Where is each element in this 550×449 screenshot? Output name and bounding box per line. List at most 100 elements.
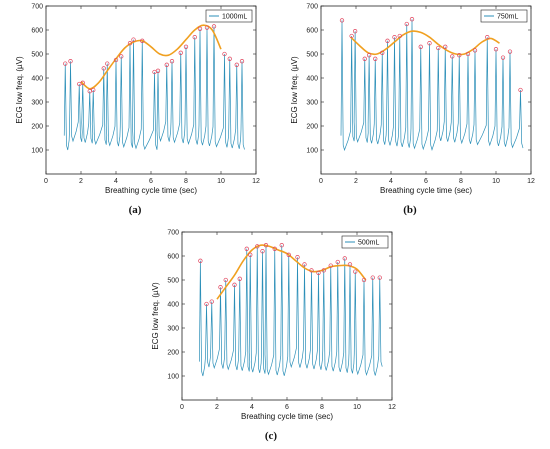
- x-tick-label: 4: [250, 404, 254, 411]
- x-tick-label: 12: [527, 178, 535, 185]
- x-tick-label: 8: [320, 404, 324, 411]
- peak-marker: [427, 41, 432, 46]
- fit-curve: [80, 24, 222, 90]
- y-tick-label: 200: [306, 124, 318, 131]
- chart-panel-c: 0 2 4 6 8 10 12 100 200 300 400 500 600 700 Breathing …: [146, 226, 396, 436]
- x-tick-label: 10: [353, 404, 361, 411]
- ecg-trace: [340, 19, 524, 152]
- peak-marker: [178, 50, 183, 55]
- peak-marker: [321, 268, 326, 273]
- y-tick-label: 100: [167, 374, 179, 381]
- x-tick-label: 2: [215, 404, 219, 411]
- peak-marker: [105, 61, 110, 66]
- peak-marker: [443, 44, 448, 49]
- chart-svg-b: 0 2 4 6 8 10 12 100 200 300 400 500 600 700 Breathing …: [290, 4, 535, 196]
- peak-marker: [349, 33, 354, 39]
- legend-box: [341, 235, 389, 249]
- peak-marker: [385, 38, 390, 43]
- peak-marker: [127, 41, 133, 46]
- legend-label: 750mL: [497, 14, 519, 21]
- peak-marker: [272, 246, 277, 251]
- peak-marker: [377, 275, 382, 280]
- x-tick-label: 10: [492, 178, 500, 185]
- peak-marker: [335, 259, 340, 265]
- fit-curve: [350, 30, 500, 56]
- peak-marker: [101, 66, 106, 71]
- peak-marker: [500, 55, 506, 60]
- y-tick-label: 300: [167, 326, 179, 333]
- y-tick-label: 700: [306, 4, 318, 11]
- peak-marker: [192, 35, 197, 40]
- peak-marker: [68, 59, 73, 64]
- peak-marker: [91, 87, 96, 93]
- peak-marker: [197, 26, 203, 31]
- peak-marker: [366, 53, 372, 58]
- peak-marker: [279, 243, 284, 248]
- plot-frame: [45, 5, 257, 175]
- peak-marker: [507, 49, 513, 54]
- x-tick-label: 10: [217, 178, 225, 185]
- peak-marker: [169, 59, 175, 64]
- peak-marker: [418, 44, 423, 49]
- chart-svg-c: 0 2 4 6 8 10 12 100 200 300 400 500 600 700 Breathing …: [151, 230, 396, 422]
- x-tick-label: 6: [424, 178, 428, 185]
- peak-marker: [465, 51, 471, 57]
- x-tick-label: 0: [44, 178, 48, 185]
- x-tick-label: 8: [459, 178, 463, 185]
- ecg-trace: [199, 245, 383, 377]
- peak-marker: [397, 33, 402, 39]
- peak-marker: [347, 262, 353, 267]
- peak-marker: [485, 35, 490, 40]
- peak-marker: [352, 29, 358, 34]
- peak-marker: [119, 54, 124, 59]
- peak-marker: [342, 256, 347, 261]
- peak-marker: [518, 87, 523, 93]
- peak-marker: [295, 255, 300, 260]
- peak-marker: [244, 246, 249, 251]
- peak-marker: [227, 56, 232, 61]
- peak-marker: [80, 80, 85, 85]
- x-axis-label: Breathing cycle time (sec): [380, 186, 472, 195]
- y-tick-label: 400: [306, 76, 318, 83]
- peak-marker: [248, 252, 253, 257]
- panel-label-c: (c): [264, 430, 278, 442]
- peak-marker: [63, 61, 68, 66]
- peak-marker: [223, 277, 228, 283]
- peak-marker: [204, 301, 209, 307]
- peak-marker: [316, 270, 321, 275]
- peak-marker: [328, 263, 333, 268]
- peak-marker: [113, 57, 119, 63]
- peak-marker: [370, 275, 375, 280]
- peak-marker: [436, 45, 441, 51]
- x-tick-label: 6: [285, 404, 289, 411]
- chart-panel-a: 0 2 4 6 8 10 12 100 200 300 400 500 600 700 Breathing …: [10, 0, 260, 210]
- y-tick-label: 200: [31, 124, 43, 131]
- peak-marker: [237, 276, 242, 281]
- peak-marker: [361, 277, 367, 283]
- peak-marker: [239, 59, 245, 64]
- peak-marker: [232, 282, 237, 287]
- y-axis-label: ECG low freq. (µV): [290, 56, 299, 124]
- peak-marker: [286, 252, 291, 257]
- peak-marker: [218, 285, 223, 290]
- y-tick-label: 200: [167, 350, 179, 357]
- panel-label-a: (a): [128, 204, 142, 216]
- y-tick-label: 500: [31, 52, 43, 59]
- peak-marker: [198, 258, 203, 263]
- y-tick-label: 100: [306, 148, 318, 155]
- x-tick-label: 6: [149, 178, 153, 185]
- peak-marker: [493, 47, 499, 52]
- y-tick-label: 500: [306, 52, 318, 59]
- x-tick-label: 0: [319, 178, 323, 185]
- peak-marker: [255, 244, 260, 249]
- chart-panel-b: 0 2 4 6 8 10 12 100 200 300 400 500 600 700 Breathing …: [285, 0, 535, 210]
- y-tick-label: 300: [306, 100, 318, 107]
- fit-curve: [216, 244, 367, 300]
- peak-marker: [457, 53, 462, 58]
- peak-marker: [209, 299, 214, 304]
- x-tick-label: 2: [79, 178, 83, 185]
- peak-marker: [222, 51, 227, 57]
- peak-marker: [234, 62, 239, 67]
- x-tick-label: 12: [252, 178, 260, 185]
- peak-marker: [362, 56, 367, 61]
